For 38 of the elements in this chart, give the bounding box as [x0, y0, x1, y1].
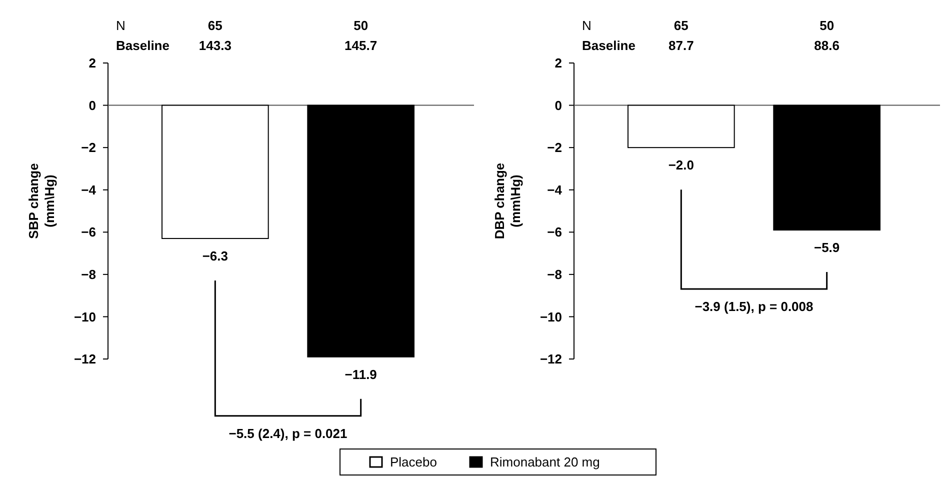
y-tick-label: −8 [81, 266, 96, 282]
y-tick-label: −6 [81, 224, 96, 240]
text: 65 [208, 18, 222, 33]
legend-label: Placebo [390, 454, 437, 470]
text: 50 [354, 18, 368, 33]
text: 50 [820, 18, 834, 33]
data-label: −6.3 [202, 248, 228, 264]
text: N [116, 18, 126, 33]
y-tick-label: 2 [554, 56, 562, 71]
y-axis-title: DBP change (mm\Hg) [492, 162, 523, 240]
text: 145.7 [344, 38, 378, 53]
data-label: −11.9 [344, 366, 377, 382]
y-tick-label: −10 [540, 309, 562, 324]
y-tick-label: 0 [88, 98, 96, 113]
text: 88.6 [814, 38, 840, 53]
y-tick-label: −12 [74, 352, 96, 367]
y-tick-label: −8 [547, 266, 562, 282]
text: Baseline [116, 38, 170, 53]
text: 143.3 [198, 38, 232, 53]
y-tick-label: −2 [81, 140, 96, 156]
text: 87.7 [668, 38, 694, 53]
y-tick-label: −4 [81, 182, 97, 198]
data-label: −5.9 [814, 240, 840, 256]
y-tick-label: 2 [88, 56, 96, 71]
legend-label: Rimonabant 20 mg [490, 454, 600, 470]
text: N [582, 18, 592, 33]
text: −5.5 (2.4), p = 0.021 [228, 426, 348, 441]
text: 65 [674, 18, 688, 33]
y-tick-label: −10 [74, 309, 96, 324]
y-tick-label: −6 [547, 224, 562, 240]
data-label: −2.0 [668, 158, 694, 173]
annotation: −3.9 (1.5), p = 0.008 [694, 299, 814, 314]
y-tick-label: −12 [540, 352, 562, 367]
text: Baseline [582, 38, 636, 53]
y-tick-label: −2 [547, 140, 562, 156]
y-axis-title: SBP change (mm\Hg) [26, 163, 57, 239]
y-tick-label: −4 [547, 182, 563, 198]
y-tick-label: 0 [554, 98, 562, 113]
